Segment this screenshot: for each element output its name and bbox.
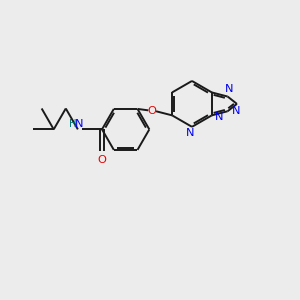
Text: O: O bbox=[148, 106, 157, 116]
Text: N: N bbox=[186, 128, 195, 138]
Text: N: N bbox=[215, 112, 224, 122]
Text: N: N bbox=[225, 84, 233, 94]
Text: H: H bbox=[69, 119, 76, 129]
Text: O: O bbox=[98, 155, 106, 165]
Text: N: N bbox=[232, 106, 241, 116]
Text: N: N bbox=[75, 119, 84, 129]
